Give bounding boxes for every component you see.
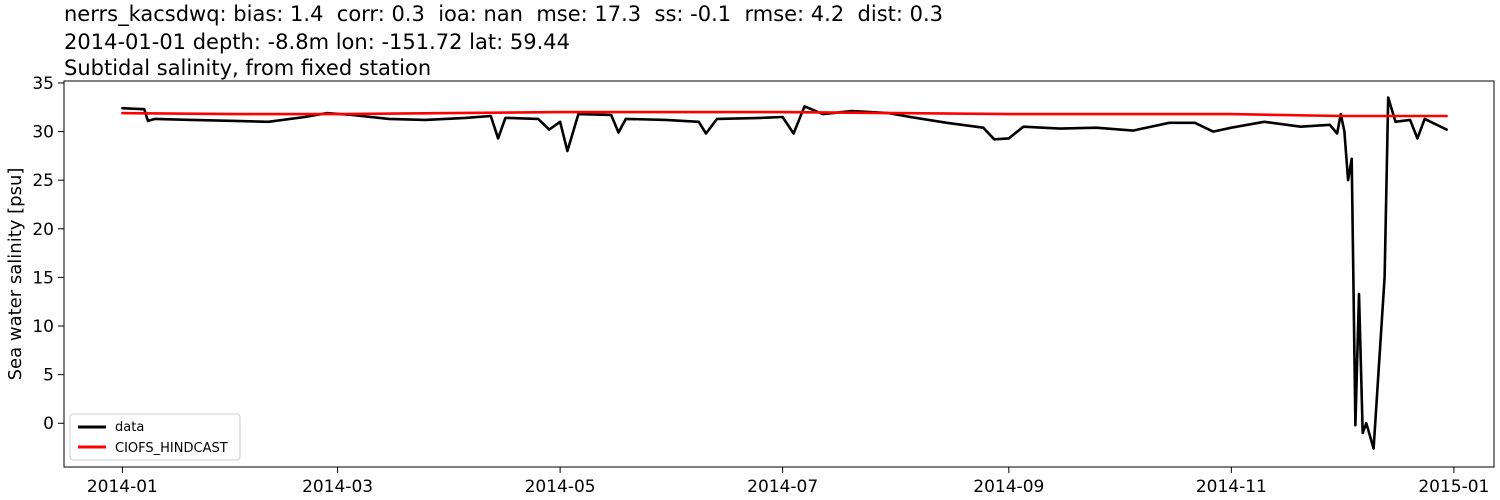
chart-title-location: 2014-01-01 depth: -8.8m lon: -151.72 lat…	[64, 30, 570, 54]
legend-box	[69, 413, 241, 461]
x-tick-label-2015-01: 2015-01	[1418, 477, 1489, 497]
chart-title-description: Subtidal salinity, from fixed station	[64, 56, 432, 80]
plot-area-frame	[63, 80, 1495, 468]
series-line-ciofs-hindcast	[121, 110, 1448, 118]
y-tick-label-15: 15	[32, 268, 54, 288]
y-tick-label-20: 20	[32, 220, 54, 240]
y-axis-ticks: 0 5 10 15 20 25 30 35	[32, 74, 64, 434]
x-axis-ticks: 2014-01 2014-03 2014-05 2014-07 2014-09 2014-…	[87, 467, 1489, 497]
x-tick-label-2014-07: 2014-07	[747, 477, 818, 497]
x-tick-label-2014-11: 2014-11	[1196, 477, 1267, 497]
y-tick-label-35: 35	[32, 74, 54, 94]
x-tick-label-2014-01: 2014-01	[87, 477, 158, 497]
series-line-data	[121, 96, 1448, 450]
x-tick-label-2014-09: 2014-09	[973, 477, 1044, 497]
y-axis-label: Sea water salinity [psu]	[5, 168, 26, 381]
x-tick-label-2014-05: 2014-05	[525, 477, 596, 497]
y-tick-label-0: 0	[43, 414, 54, 434]
series-layer	[121, 96, 1448, 450]
x-tick-label-2014-03: 2014-03	[302, 477, 373, 497]
chart-title-stats: nerrs_kacsdwq: bias: 1.4 corr: 0.3 ioa: …	[64, 2, 944, 26]
legend-label-ciofs: CIOFS_HINDCAST	[115, 441, 228, 456]
legend-label-data: data	[115, 420, 144, 435]
y-tick-label-25: 25	[32, 171, 54, 191]
y-tick-label-10: 10	[32, 317, 54, 337]
y-tick-label-30: 30	[32, 123, 54, 143]
legend: data CIOFS_HINDCAST	[69, 413, 241, 461]
y-tick-label-5: 5	[43, 366, 54, 386]
